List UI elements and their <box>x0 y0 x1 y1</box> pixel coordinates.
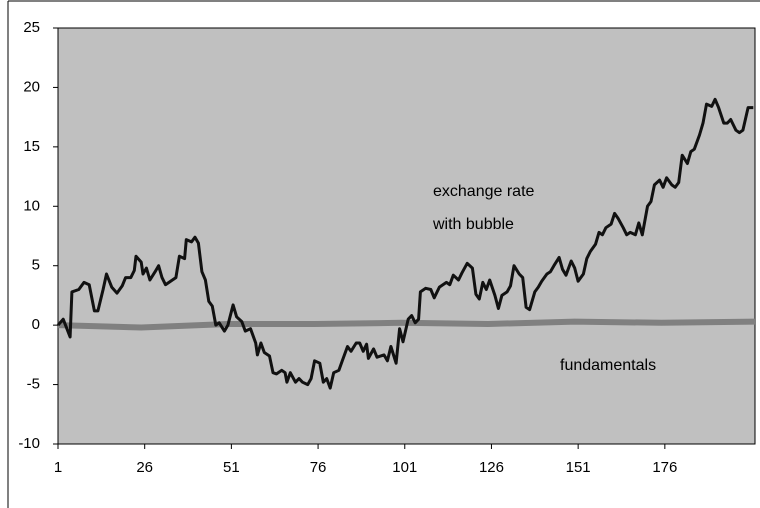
x-tick-label: 126 <box>479 459 504 476</box>
x-tick-label: 151 <box>566 459 591 476</box>
x-tick-label: 76 <box>310 459 327 476</box>
x-tick-label: 1 <box>54 459 62 476</box>
x-tick-label: 51 <box>223 459 240 476</box>
x-tick-label: 26 <box>136 459 153 476</box>
annotation: fundamentals <box>560 357 656 374</box>
series-line <box>57 318 756 331</box>
y-tick-label: 10 <box>23 197 40 214</box>
x-tick-label: 176 <box>652 459 677 476</box>
x-tick-label: 101 <box>392 459 417 476</box>
annotation: exchange rate <box>433 183 535 200</box>
series-line <box>56 97 754 390</box>
y-tick-label: 0 <box>32 316 40 333</box>
y-tick-label: -10 <box>18 435 40 452</box>
y-tick-label: 25 <box>23 19 40 36</box>
plot-area <box>57 27 756 445</box>
y-tick-label: 20 <box>23 78 40 95</box>
y-tick-label: 5 <box>32 257 40 274</box>
y-tick-label: -5 <box>27 376 40 393</box>
annotation: with bubble <box>432 216 514 233</box>
y-tick-label: 15 <box>23 138 40 155</box>
